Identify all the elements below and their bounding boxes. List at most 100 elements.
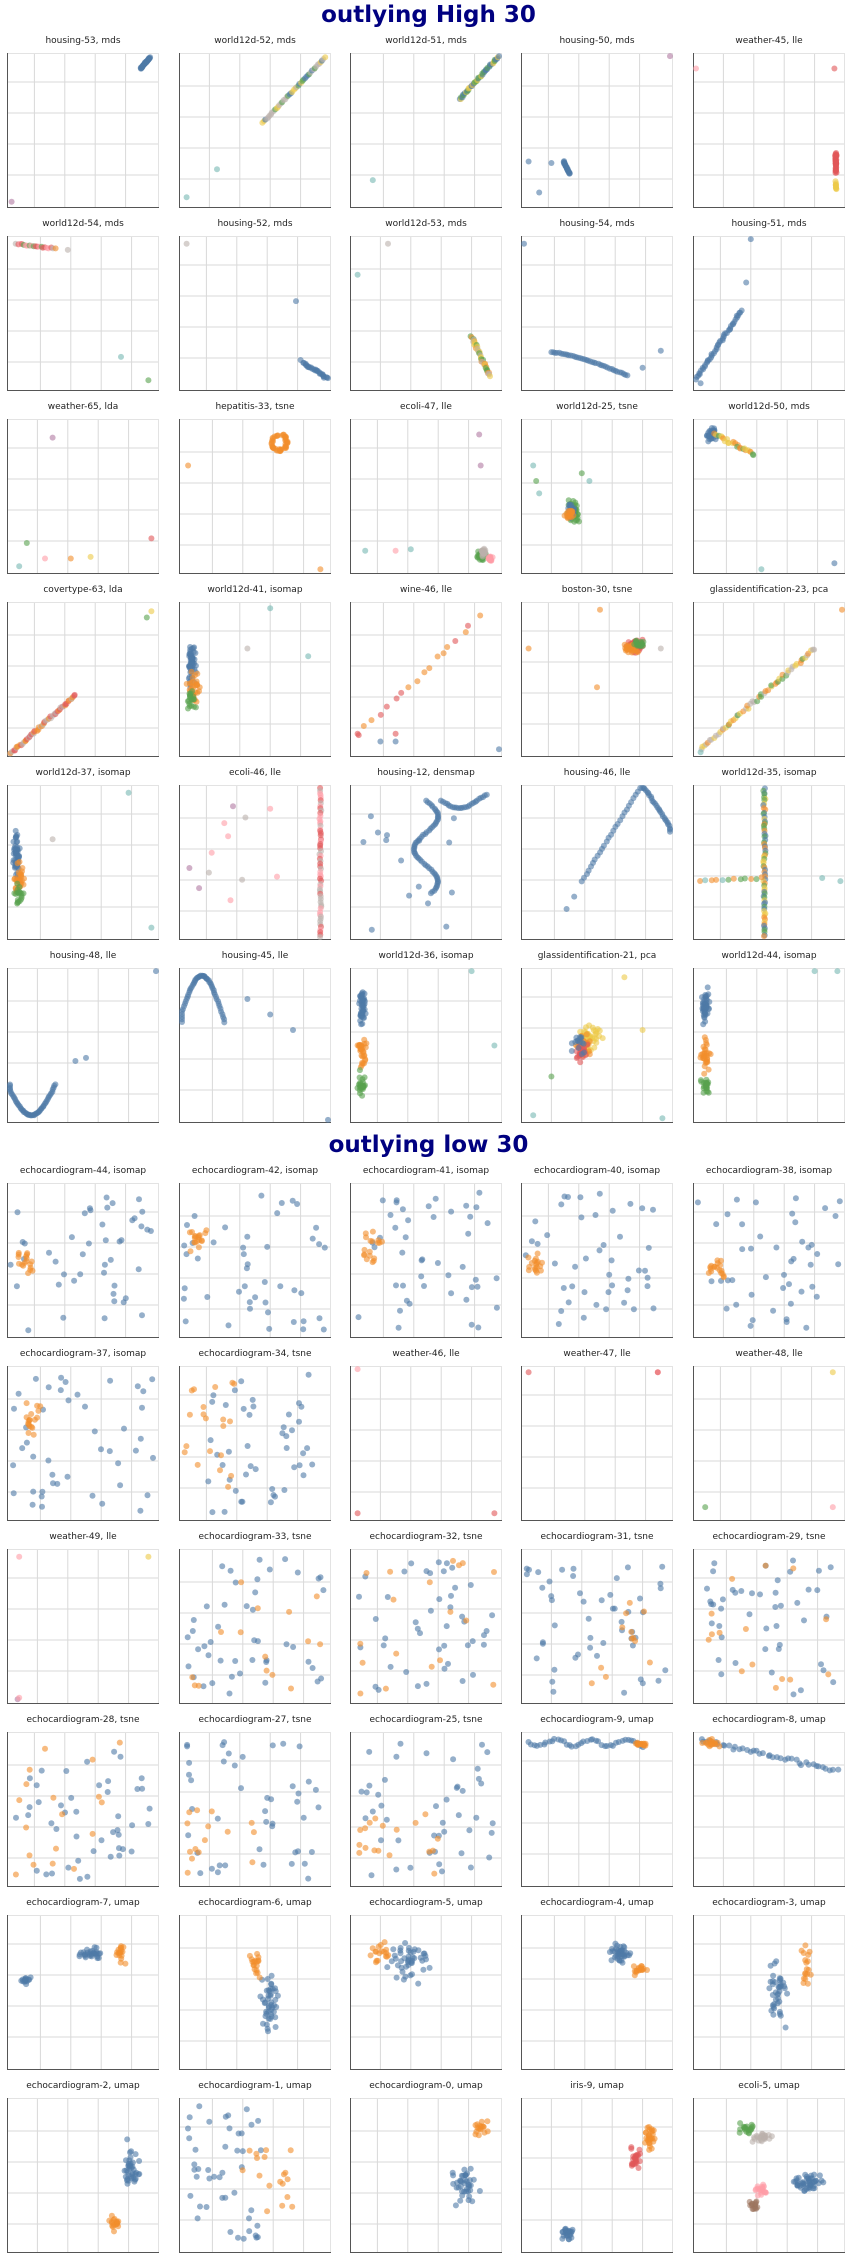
scatter-point <box>25 1327 32 1334</box>
scatter-point <box>26 1852 33 1859</box>
scatter-point <box>214 1869 221 1876</box>
scatter-point <box>248 2207 255 2214</box>
scatter-point <box>25 1430 32 1436</box>
scatter-point <box>749 1661 756 1668</box>
scatter-point <box>468 1321 475 1328</box>
scatter-point <box>427 890 434 897</box>
scatter-point <box>49 1870 55 1877</box>
scatter-point <box>300 1814 307 1821</box>
scatter-point <box>496 53 502 60</box>
scatter-point <box>467 2165 474 2172</box>
scatter-point <box>820 1667 827 1674</box>
scatter-point <box>110 2222 117 2228</box>
scatter-point <box>748 1245 754 1252</box>
scatter-point <box>532 1265 538 1271</box>
scatter-point <box>25 1812 32 1819</box>
scatter-point <box>629 1642 636 1649</box>
axes <box>350 419 502 574</box>
scatter-point <box>305 1658 312 1665</box>
scatter-point <box>263 2147 270 2154</box>
scatter-point <box>282 435 289 442</box>
scatter-point <box>384 1964 391 1971</box>
axes <box>693 602 845 757</box>
axes <box>521 1549 673 1704</box>
scatter-point <box>126 2157 133 2164</box>
scatter-point <box>180 1295 187 1302</box>
scatter-panel: world12d-51, mds <box>350 36 502 214</box>
scatter-point <box>129 1217 136 1224</box>
scatter-point <box>439 1868 445 1875</box>
scatter-point <box>231 2189 238 2196</box>
scatter-point <box>128 2148 135 2155</box>
scatter-point <box>214 166 220 173</box>
scatter-point <box>111 1282 118 1289</box>
scatter-point <box>426 1964 433 1971</box>
scatter-point <box>602 1673 609 1680</box>
scatter-point <box>831 560 838 567</box>
scatter-point <box>533 1655 540 1662</box>
scatter-point <box>26 1766 33 1773</box>
scatter-point <box>128 1848 135 1855</box>
scatter-panel: world12d-50, mds <box>693 402 845 580</box>
scatter-point <box>428 1663 435 1670</box>
scatter-point <box>770 2011 777 2018</box>
scatter-point <box>447 1608 454 1615</box>
scatter-point <box>571 893 578 900</box>
scatter-point <box>570 1573 577 1579</box>
scatter-point <box>111 2228 117 2235</box>
scatter-point <box>798 1762 804 1769</box>
scatter-point <box>606 1271 613 1278</box>
scatter-point <box>466 1827 473 1834</box>
panel-title: echocardiogram-44, isomap <box>19 1166 147 1176</box>
scatter-point <box>459 1613 466 1620</box>
scatter-point <box>399 1968 406 1975</box>
scatter-point <box>357 1017 364 1024</box>
scatter-point <box>268 2001 275 2008</box>
plot-frame <box>693 968 845 1123</box>
panel-title: housing-48, lle <box>49 951 117 961</box>
panel-title: weather-49, lle <box>49 1532 117 1542</box>
scatter-point <box>481 1632 487 1639</box>
scatter-panel: echocardiogram-42, isomap <box>179 1166 331 1344</box>
scatter-point <box>476 2188 483 2194</box>
scatter-point <box>21 1240 28 1247</box>
axes <box>7 1915 159 2070</box>
scatter-panel: world12d-36, isomap <box>350 951 502 1129</box>
scatter-point <box>227 1418 233 1425</box>
scatter-point <box>600 1640 607 1646</box>
scatter-point <box>190 1617 197 1623</box>
scatter-plot <box>179 1915 331 2070</box>
scatter-point <box>831 65 838 72</box>
plot-frame <box>693 1915 845 2070</box>
scatter-panel: world12d-52, mds <box>179 36 331 214</box>
scatter-point <box>440 1568 447 1575</box>
plot-frame <box>7 236 159 391</box>
scatter-plot <box>350 1549 502 1704</box>
scatter-point <box>397 1947 404 1954</box>
scatter-point <box>296 1743 303 1750</box>
scatter-plot <box>350 1366 502 1521</box>
scatter-point <box>239 2167 246 2174</box>
scatter-point <box>296 1462 303 1469</box>
panel-title: world12d-44, isomap <box>721 951 817 961</box>
scatter-point <box>398 857 405 864</box>
scatter-point <box>567 2228 574 2235</box>
scatter-point <box>393 1866 400 1873</box>
scatter-point <box>325 1116 331 1123</box>
scatter-point <box>429 1847 436 1854</box>
scatter-point <box>368 1872 375 1879</box>
scatter-point <box>206 2175 213 2182</box>
panel-title: housing-53, mds <box>45 36 121 46</box>
scatter-point <box>271 433 278 440</box>
scatter-point <box>145 377 152 384</box>
scatter-point <box>38 1767 45 1774</box>
scatter-point <box>525 645 532 652</box>
scatter-point <box>537 1267 544 1274</box>
plot-frame <box>521 236 673 391</box>
scatter-point <box>107 1853 114 1860</box>
scatter-point <box>300 1450 307 1457</box>
scatter-point <box>320 1326 327 1333</box>
scatter-point <box>18 890 25 897</box>
scatter-point <box>185 1832 192 1839</box>
scatter-point <box>320 1587 327 1594</box>
